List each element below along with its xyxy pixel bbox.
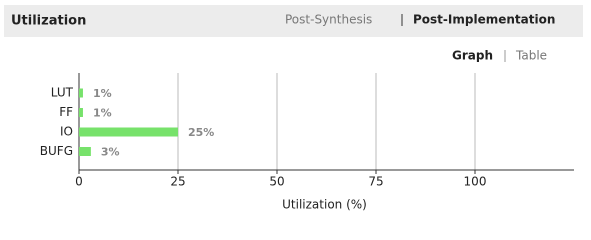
- view-toggle[interactable]: Graph: [452, 49, 493, 63]
- chart: 0 25 50 75 100 Utilization (%) LUT 1% FF 1% IO 25% B…: [40, 73, 574, 212]
- value-label: 25%: [188, 126, 214, 139]
- bar: [79, 108, 83, 117]
- bar: [79, 147, 91, 156]
- header-bar: [4, 5, 583, 37]
- y-tick-label: BUFG: [40, 144, 73, 158]
- value-label: 1%: [93, 87, 112, 100]
- x-tick-label: 25: [170, 175, 185, 189]
- y-tick-label: FF: [59, 105, 73, 119]
- x-tick-label: 0: [75, 175, 83, 189]
- utilization-panel: Utilization Post-Synthesis Post-Implemen…: [4, 5, 583, 212]
- bar: [79, 127, 178, 137]
- value-label: 1%: [93, 107, 112, 120]
- panel-title: Utilization: [11, 14, 86, 29]
- page: Utilization Post-Synthesis Post-Implemen…: [4, 5, 583, 212]
- x-axis-label: Utilization (%): [282, 198, 367, 212]
- bar: [79, 88, 83, 98]
- view-toggle[interactable]: Table: [515, 49, 547, 63]
- y-tick-label: LUT: [51, 86, 74, 100]
- x-tick-label: 75: [368, 175, 383, 189]
- tab[interactable]: Post-Synthesis: [285, 13, 372, 27]
- y-tick-label: IO: [60, 125, 73, 139]
- x-tick-label: 100: [464, 175, 487, 189]
- tab[interactable]: Post-Implementation: [413, 13, 555, 27]
- x-tick-label: 50: [269, 175, 284, 189]
- value-label: 3%: [101, 146, 120, 159]
